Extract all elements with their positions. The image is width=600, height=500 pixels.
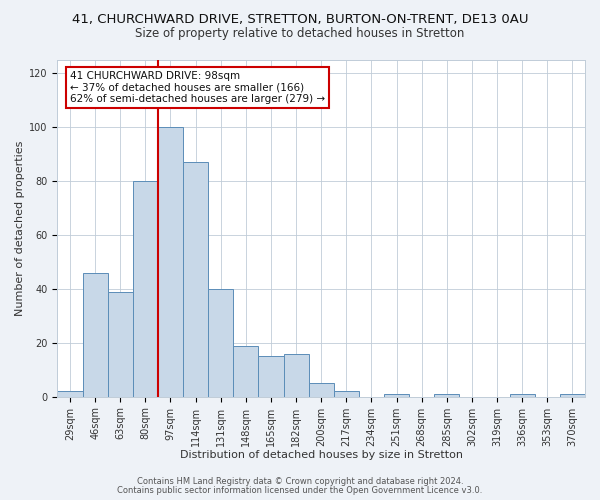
Bar [233, 346, 259, 397]
Y-axis label: Number of detached properties: Number of detached properties [15, 140, 25, 316]
Text: 41 CHURCHWARD DRIVE: 98sqm
← 37% of detached houses are smaller (166)
62% of sem: 41 CHURCHWARD DRIVE: 98sqm ← 37% of deta… [70, 71, 325, 104]
Text: Contains HM Land Registry data © Crown copyright and database right 2024.: Contains HM Land Registry data © Crown c… [137, 477, 463, 486]
Bar [434, 394, 460, 396]
Bar [58, 392, 83, 396]
Bar [284, 354, 308, 397]
Bar [133, 181, 158, 396]
Bar [183, 162, 208, 396]
Bar [560, 394, 585, 396]
Text: 41, CHURCHWARD DRIVE, STRETTON, BURTON-ON-TRENT, DE13 0AU: 41, CHURCHWARD DRIVE, STRETTON, BURTON-O… [72, 12, 528, 26]
Bar [259, 356, 284, 397]
Bar [308, 384, 334, 396]
X-axis label: Distribution of detached houses by size in Stretton: Distribution of detached houses by size … [179, 450, 463, 460]
Text: Contains public sector information licensed under the Open Government Licence v3: Contains public sector information licen… [118, 486, 482, 495]
Bar [83, 273, 107, 396]
Bar [208, 289, 233, 397]
Bar [158, 128, 183, 396]
Bar [334, 392, 359, 396]
Bar [384, 394, 409, 396]
Bar [107, 292, 133, 397]
Bar [509, 394, 535, 396]
Text: Size of property relative to detached houses in Stretton: Size of property relative to detached ho… [136, 28, 464, 40]
